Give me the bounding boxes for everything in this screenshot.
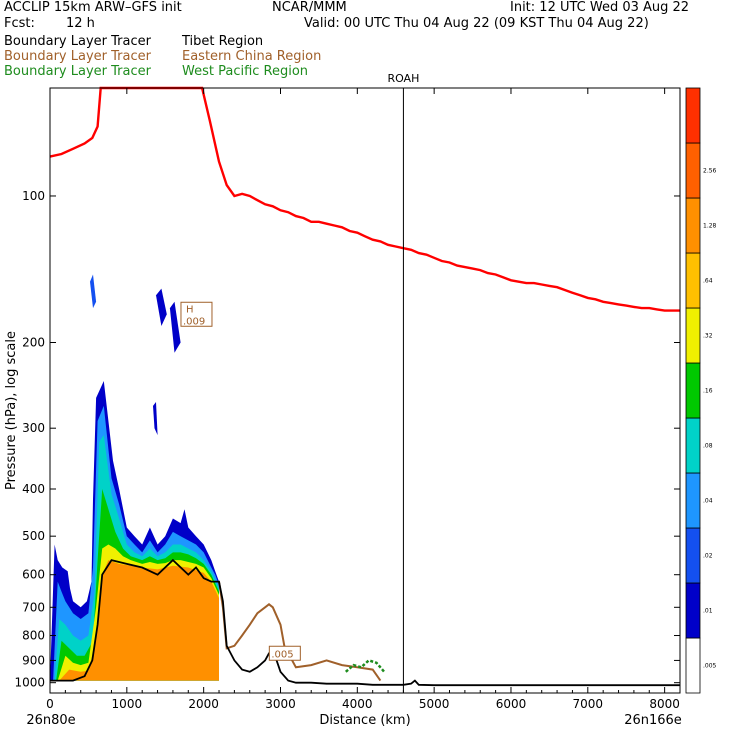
valid-time: Valid: 00 UTC Thu 04 Aug 22 (09 KST Thu … <box>304 16 649 31</box>
tracer-level-64 <box>59 560 220 681</box>
y-axis-label: Pressure (hPa), log scale <box>4 331 19 490</box>
x-axis-label: Distance (km) <box>319 713 410 728</box>
colorbar-tick-label: .04 <box>703 498 713 505</box>
legend-entry-region: Tibet Region <box>182 34 264 49</box>
y-tick-label: 600 <box>22 568 45 582</box>
roah-marker-label: ROAH <box>387 72 419 85</box>
center-label: NCAR/MMM <box>272 0 347 15</box>
x-tick-label: 7000 <box>573 697 604 711</box>
colorbar-tick-label: .08 <box>703 443 713 450</box>
colorbar-tick-label: .64 <box>703 278 713 285</box>
colorbar-tick-label: 2.56 <box>703 168 717 175</box>
y-tick-label: 100 <box>22 189 45 203</box>
legend-entry-label: Boundary Layer Tracer <box>4 34 151 49</box>
model-title: ACCLIP 15km ARW–GFS init <box>4 0 182 15</box>
x-tick-label: 1000 <box>112 697 143 711</box>
upper-tracer-fragment <box>169 301 181 353</box>
annotation-value-label: .005 <box>271 649 293 660</box>
colorbar-swatch <box>685 87 701 144</box>
y-tick-label: 200 <box>22 335 45 349</box>
axes-layer: 0 1000 2000 3000 4000 5000 6000 7000 80001002003… <box>4 88 682 728</box>
section-start-label: 26n80e <box>26 713 75 728</box>
y-tick-label: 900 <box>22 653 45 667</box>
colorbar-swatch <box>685 472 701 529</box>
colorbar-swatch <box>685 582 701 639</box>
plot-frame <box>49 87 681 694</box>
annotation-box <box>180 301 213 327</box>
eastern-china-tracer-contour <box>218 581 382 682</box>
colorbar-tick-label: 1.28 <box>703 223 717 230</box>
x-tick-label: 5000 <box>419 697 450 711</box>
colorbar-swatch <box>685 417 701 474</box>
x-tick-label: 2000 <box>188 697 219 711</box>
upper-tracer-fragment <box>90 274 97 309</box>
x-tick-label: 0 <box>46 697 54 711</box>
tropopause-line <box>49 86 680 312</box>
tracer-fill-layer <box>50 274 220 681</box>
colorbar-tick-label: .005 <box>703 663 717 670</box>
colorbar-swatch <box>685 142 701 199</box>
colorbar-swatch <box>685 527 701 584</box>
colorbar-tick-label: .16 <box>703 388 713 395</box>
y-tick-label: 700 <box>22 600 45 614</box>
annotation-high-label: H <box>186 304 194 315</box>
y-tick-label: 800 <box>22 629 45 643</box>
y-tick-label: 500 <box>22 529 45 543</box>
y-tick-label: 1000 <box>14 676 45 690</box>
annotation-value-label: .009 <box>183 316 205 327</box>
colorbar-tick-label: .01 <box>703 608 713 615</box>
line-layer: ROAH H.009 .005 <box>49 72 680 693</box>
annotation-box <box>268 645 301 661</box>
y-tick-label: 300 <box>22 421 45 435</box>
section-end-label: 26n166e <box>624 713 682 728</box>
boundary-layer-top-line <box>50 558 680 687</box>
x-tick-label: 8000 <box>649 697 680 711</box>
colorbar: .005 .01 .02 .04 .08 .16 .32 .64 1.28 2.56 <box>685 87 717 694</box>
legend-entry-label: Boundary Layer Tracer <box>4 49 151 64</box>
x-tick-label: 6000 <box>496 697 527 711</box>
colorbar-swatch <box>685 307 701 364</box>
x-tick-label: 4000 <box>342 697 373 711</box>
upper-tracer-fragment <box>153 402 158 436</box>
legend-entry-label: Boundary Layer Tracer <box>4 64 151 79</box>
forecast-label: Fcst: <box>4 16 35 31</box>
upper-tracer-fragment <box>156 288 167 326</box>
forecast-hours: 12 h <box>66 16 95 31</box>
colorbar-swatch <box>685 362 701 419</box>
colorbar-swatch <box>685 637 701 694</box>
legend-entry-region: Eastern China Region <box>182 49 322 64</box>
colorbar-tick-label: .02 <box>703 553 713 560</box>
colorbar-swatch <box>685 197 701 254</box>
colorbar-swatch <box>685 252 701 309</box>
legend-entry-region: West Pacific Region <box>182 64 309 79</box>
colorbar-tick-label: .32 <box>703 333 713 340</box>
x-tick-label: 3000 <box>265 697 296 711</box>
init-time: Init: 12 UTC Wed 03 Aug 22 <box>510 0 690 15</box>
y-tick-label: 400 <box>22 482 45 496</box>
